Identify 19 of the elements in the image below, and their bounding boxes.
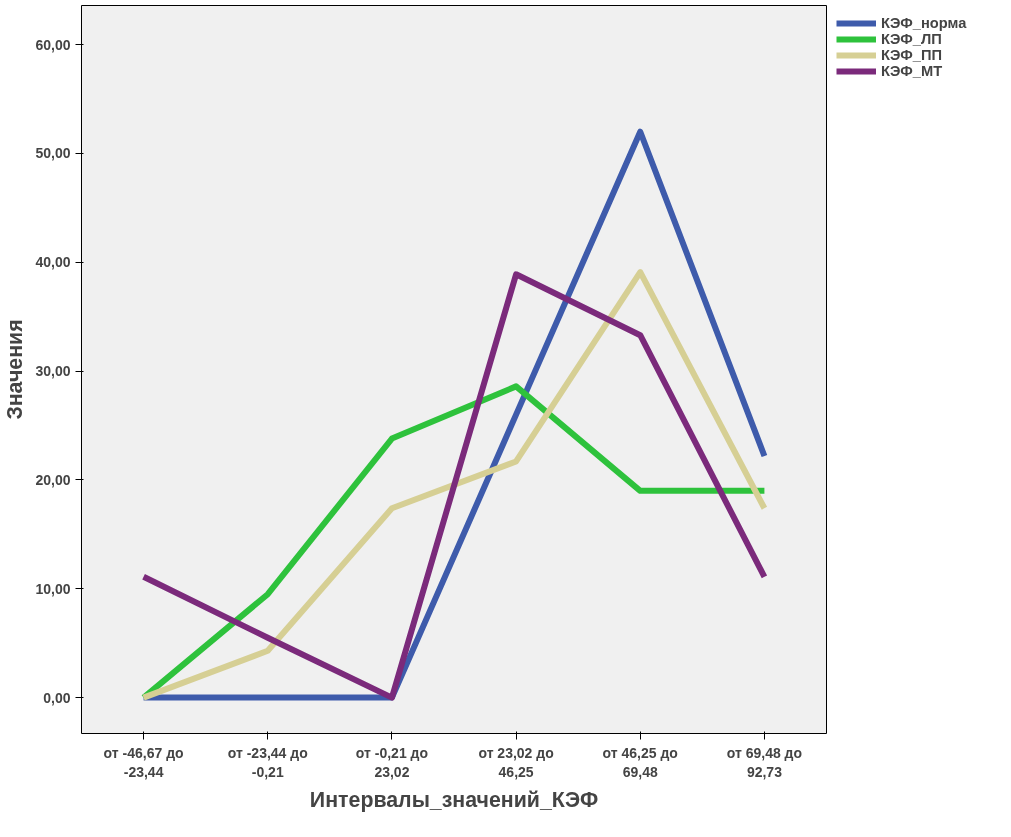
legend-label: КЭФ_норма xyxy=(881,15,967,31)
x-tick-label: от -0,21 до 23,02 xyxy=(355,744,429,780)
x-tick-label: от 23,02 до 46,25 xyxy=(478,744,554,780)
x-tick-label: от -23,44 до -0,21 xyxy=(227,744,308,780)
y-tick-label: 0,00 xyxy=(43,689,71,706)
legend-label: КЭФ_МТ xyxy=(881,63,943,79)
y-tick-label: 30,00 xyxy=(35,363,71,380)
y-tick-label: 50,00 xyxy=(35,145,71,162)
x-tick-label: от 69,48 до 92,73 xyxy=(726,744,803,780)
y-tick-label: 40,00 xyxy=(35,254,71,271)
y-tick-label: 20,00 xyxy=(35,471,71,488)
legend-label: КЭФ_ПП xyxy=(881,47,943,63)
legend-label: КЭФ_ЛП xyxy=(881,31,942,47)
x-tick-label: от 46,25 до 69,48 xyxy=(602,744,678,780)
y-tick-label: 60,00 xyxy=(35,36,71,53)
x-tick-label: от -46,67 до -23,44 xyxy=(103,744,184,780)
y-axis-title: Значения xyxy=(3,319,28,420)
x-axis-title: Интервалы_значений_КЭФ xyxy=(309,787,599,812)
y-tick-label: 10,00 xyxy=(35,580,71,597)
